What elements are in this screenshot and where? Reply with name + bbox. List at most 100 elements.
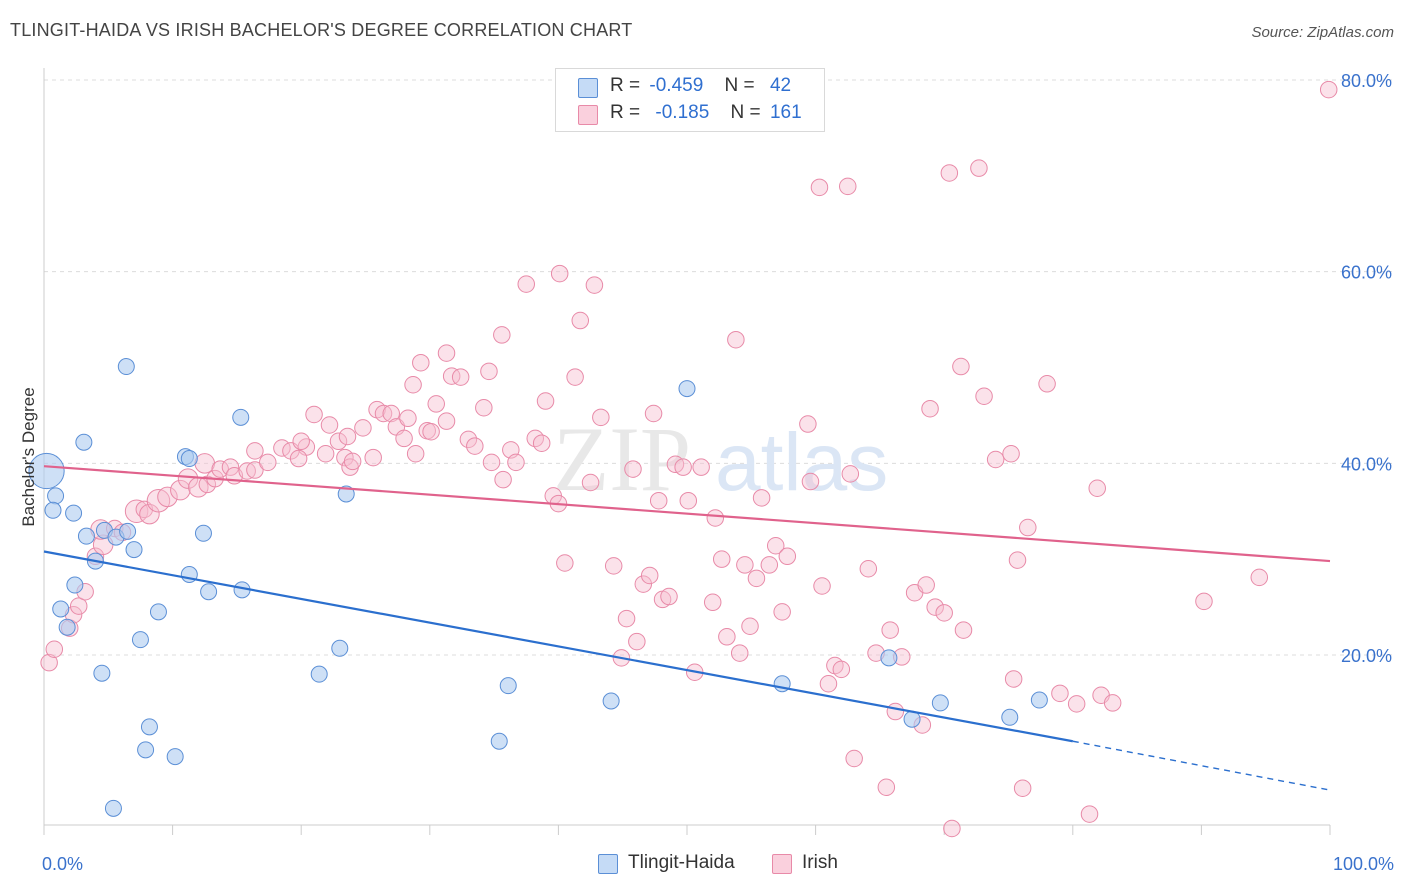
tlingit-point	[310, 665, 328, 683]
irish-point	[730, 644, 749, 662]
irish-point	[1013, 779, 1032, 797]
irish-point	[935, 604, 953, 622]
tlingit-point	[66, 576, 84, 594]
legend-n-value: 42	[769, 75, 792, 96]
tlingit-point	[1001, 708, 1019, 726]
irish-point	[581, 473, 600, 492]
irish-point	[354, 419, 372, 437]
y-tick-label: 60.0%	[1341, 263, 1392, 283]
irish-point	[177, 468, 199, 489]
bottom-legend-label: Irish	[802, 852, 838, 873]
irish-point	[585, 276, 604, 294]
x-tick-label: 0.0%	[42, 854, 83, 874]
irish-point	[819, 675, 838, 693]
bottom-legend-label: Tlingit-Haida	[628, 852, 735, 873]
irish-point	[810, 178, 829, 197]
irish-point	[640, 566, 659, 585]
irish-point	[736, 556, 754, 574]
irish-point	[617, 609, 636, 628]
irish-point	[926, 598, 944, 616]
irish-point	[1319, 80, 1338, 99]
irish-point	[170, 479, 191, 501]
irish-point	[259, 453, 277, 472]
irish-point	[975, 387, 993, 405]
irish-point	[536, 392, 555, 410]
tlingit-point	[337, 485, 355, 503]
legend-n-label: N =	[730, 102, 761, 123]
irish-point	[316, 445, 335, 463]
irish-point	[952, 357, 970, 376]
tlingit-point	[119, 522, 137, 540]
tlingit-point	[678, 380, 696, 398]
irish-trendline	[43, 465, 1331, 563]
irish-point	[604, 557, 623, 575]
irish-point	[475, 399, 493, 417]
tlingit-points	[28, 358, 1048, 817]
irish-point	[712, 550, 731, 568]
axes	[43, 68, 1331, 835]
irish-point	[412, 353, 430, 372]
tlingit-point	[149, 603, 167, 621]
irish-point	[845, 749, 863, 768]
legend-r-label: R =	[610, 102, 641, 123]
tlingit-point	[602, 692, 620, 710]
tlingit-point	[194, 524, 212, 542]
irish-point	[747, 569, 766, 588]
irish-point	[832, 660, 851, 679]
irish-point	[466, 437, 484, 455]
watermark-atlas: atlas	[715, 417, 888, 508]
tlingit-swatch	[598, 854, 618, 874]
irish-point	[628, 632, 646, 651]
irish-point	[507, 453, 525, 472]
irish-point	[437, 344, 456, 362]
irish-point	[246, 461, 264, 479]
irish-point	[813, 577, 831, 595]
irish-point	[427, 395, 445, 413]
irish-point	[292, 432, 310, 451]
source-label: Source: ZipAtlas.com	[1251, 24, 1394, 41]
irish-point	[778, 547, 797, 566]
irish-point	[459, 430, 478, 449]
irish-point	[221, 458, 240, 476]
irish-point	[1250, 568, 1269, 587]
irish-point	[494, 470, 512, 489]
tlingit-point	[499, 677, 517, 695]
tlingit-trendline-extension	[1072, 740, 1331, 791]
irish-point	[799, 415, 817, 433]
irish-point	[45, 640, 64, 658]
irish-point	[556, 554, 574, 572]
legend-n-label: N =	[724, 75, 755, 96]
irish-point	[493, 326, 511, 344]
irish-point	[1008, 551, 1027, 569]
irish-point	[442, 367, 461, 385]
irish-point	[406, 445, 425, 463]
irish-point	[839, 177, 857, 196]
irish-point	[1103, 694, 1122, 712]
irish-point	[886, 702, 905, 721]
irish-point	[727, 330, 745, 349]
y-tick-label: 20.0%	[1341, 646, 1392, 666]
irish-point	[399, 409, 417, 428]
irish-point	[692, 458, 710, 476]
irish-point	[69, 597, 88, 615]
tlingit-point	[200, 583, 218, 601]
irish-point	[1004, 670, 1023, 688]
irish-point	[517, 275, 535, 293]
irish-point	[40, 653, 58, 672]
irish-point	[1080, 805, 1099, 823]
irish-point	[246, 442, 264, 460]
irish-point	[451, 368, 470, 386]
irish-point	[289, 449, 308, 468]
irish-point	[566, 368, 584, 386]
irish-point	[917, 576, 935, 594]
irish-point	[571, 311, 590, 330]
tlingit-point	[490, 732, 508, 750]
irish-point	[624, 460, 642, 478]
irish-point	[320, 416, 339, 434]
irish-point	[343, 452, 362, 471]
irish-point	[760, 556, 779, 574]
tlingit-point	[140, 718, 158, 736]
irish-point	[329, 432, 348, 451]
irish-point	[364, 448, 382, 467]
